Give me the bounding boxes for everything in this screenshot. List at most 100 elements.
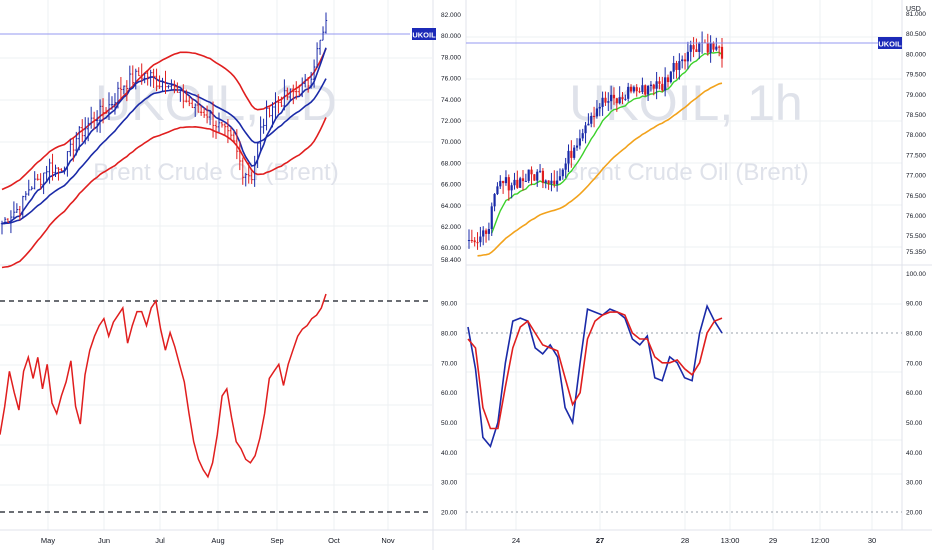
osc-tick-label: 20.00 [906, 510, 923, 517]
price-tick-label: 76.000 [441, 76, 461, 83]
candle-body [638, 91, 641, 93]
price-tick-label: 77.000 [906, 173, 926, 180]
price-tick-label: 75.500 [906, 233, 926, 240]
price-tick-label: 77.500 [906, 152, 926, 159]
candle-body [521, 178, 525, 182]
candle-body [655, 81, 658, 89]
right-inner-price-axis: 82.000 80.000 78.000 76.000 74.000 72.000 70.0… [441, 12, 461, 264]
bollinger-lower-line [1, 117, 327, 269]
price-tick-label: 80.500 [906, 31, 926, 38]
candle-body [692, 45, 695, 50]
candle-body [482, 230, 485, 237]
x-tick-label: 13:00 [721, 536, 740, 545]
right-watermark-symbol: UKOIL, 1h [569, 75, 802, 131]
candle-body [675, 62, 678, 70]
candle-body [661, 83, 664, 91]
left-rsi-pane [0, 293, 432, 513]
x-tick-label: Jun [98, 536, 110, 545]
right-x-axis: 24 27 28 13:00 29 12:00 30 [512, 536, 876, 545]
stoch-k-line [467, 303, 723, 449]
x-tick-label: May [41, 536, 55, 545]
osc-tick-label: 50.00 [906, 420, 923, 427]
stoch-d-line [467, 311, 723, 430]
rsi-line [0, 293, 327, 479]
candle-body [533, 174, 536, 181]
candle-body [689, 45, 692, 52]
candle-body [715, 46, 718, 50]
x-tick-label: Aug [211, 536, 224, 545]
price-tick-label: 79.500 [906, 72, 926, 79]
x-tick-label: 12:00 [811, 536, 830, 545]
price-tick-label: 78.000 [906, 132, 926, 139]
candle-body [652, 84, 655, 89]
right-price-tag-label: UKOIL [878, 40, 902, 49]
candle-body [502, 180, 505, 184]
right-price-tag: UKOIL [878, 37, 902, 49]
price-tick-label: 58.400 [441, 257, 461, 264]
right-watermark-name: Brent Crude Oil (Brent) [563, 159, 808, 186]
candle-body [629, 86, 633, 92]
candle-body [587, 123, 590, 126]
osc-tick-label: 90.00 [441, 301, 458, 308]
x-tick-label: 29 [769, 536, 777, 545]
right-price-axis: 81.000 80.500 80.000 79.500 79.000 78.500 78.0… [906, 11, 926, 256]
osc-tick-label: 80.00 [906, 331, 923, 338]
candle-body [479, 236, 482, 243]
price-tick-label: 76.500 [906, 193, 926, 200]
candle-body [590, 115, 593, 124]
candle-body [473, 240, 476, 243]
left-x-axis: May Jun Jul Aug Sep Oct Nov [41, 536, 395, 545]
candle-body [678, 61, 681, 70]
candle-body [493, 194, 496, 207]
candle-body [550, 180, 553, 184]
left-watermark-name: Brent Crude Oil (Brent) [93, 159, 338, 186]
candle-body [612, 94, 616, 99]
candle-body [706, 42, 709, 53]
candle-body [499, 180, 502, 187]
candle-body [538, 170, 542, 172]
osc-tick-label: 50.00 [441, 420, 458, 427]
candle-body [618, 97, 621, 104]
candle-body [658, 81, 661, 84]
candle-body [507, 177, 510, 191]
candle-body [581, 133, 584, 139]
price-tick-label: 79.000 [906, 92, 926, 99]
currency-label: USD [906, 6, 921, 13]
candle-body [644, 85, 647, 95]
price-tick-label: 78.500 [906, 112, 926, 119]
x-tick-label: 28 [681, 536, 689, 545]
price-tick-label: 68.000 [441, 160, 461, 167]
candle-body [490, 206, 493, 229]
candle-body [524, 180, 527, 182]
candle-body [598, 106, 601, 109]
right-price-pane [467, 31, 724, 257]
left-price-tag-label: UKOIL [412, 31, 436, 40]
candle-body [575, 145, 579, 148]
candle-body [556, 180, 559, 185]
osc-tick-label: 40.00 [441, 450, 458, 457]
price-tick-label: 76.000 [906, 213, 926, 220]
candle-body [709, 42, 712, 53]
candle-body [573, 147, 576, 158]
candle-body [561, 169, 564, 177]
candle-body [547, 180, 550, 184]
candle-body [681, 59, 684, 62]
candle-body [536, 171, 539, 181]
candle-body [712, 42, 715, 50]
x-tick-label: 24 [512, 536, 520, 545]
osc-tick-label: 30.00 [906, 480, 923, 487]
candle-body [510, 185, 513, 191]
candle-body [604, 97, 607, 103]
candle-body [698, 42, 701, 52]
candle-body [570, 150, 573, 158]
candle-body [541, 170, 545, 183]
candle-body [513, 179, 516, 186]
osc-tick-label: 40.00 [906, 450, 923, 457]
price-tick-label: 70.000 [441, 139, 461, 146]
candle-body [621, 97, 624, 100]
candle-body [578, 138, 581, 146]
price-tick-label: 78.000 [441, 54, 461, 61]
candle-body [646, 85, 650, 95]
candle-body [553, 180, 556, 185]
